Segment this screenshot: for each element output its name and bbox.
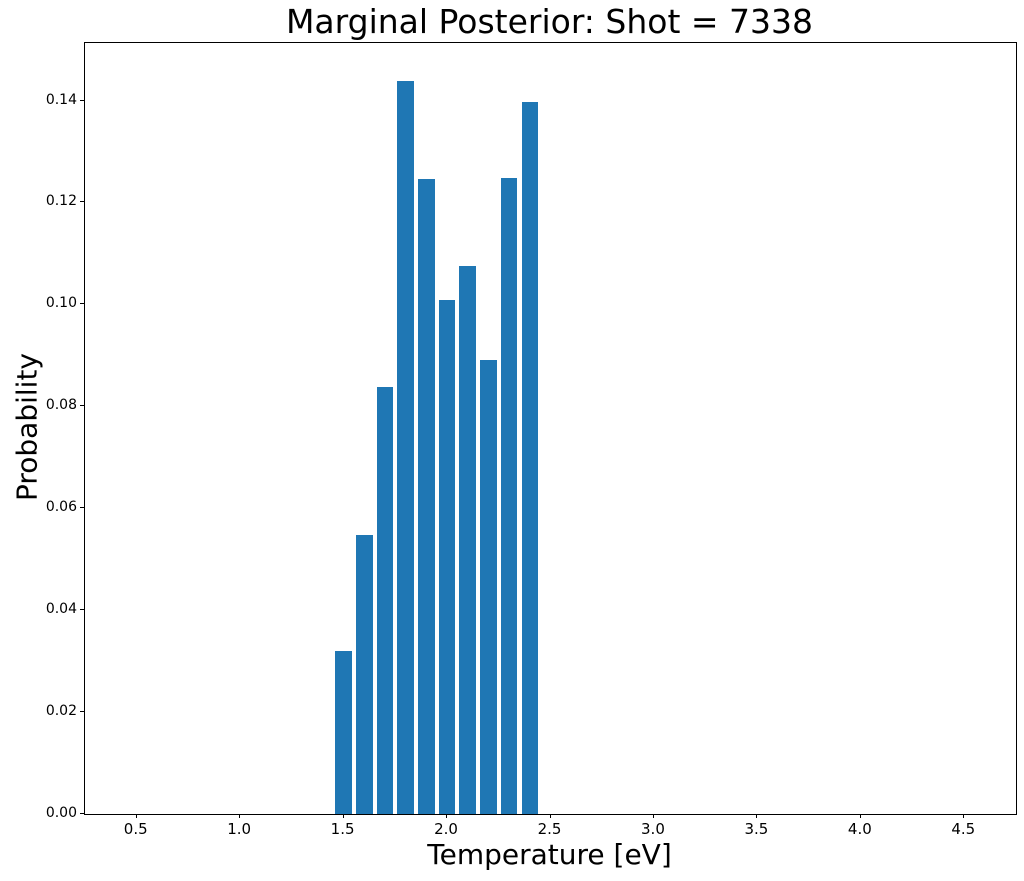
y-axis-label: Probability	[10, 352, 44, 502]
bars-layer	[85, 43, 1016, 814]
y-axis-tick-label: 0.14	[45, 91, 77, 108]
x-axis-tick-mark	[239, 814, 241, 818]
y-axis-tick-label: 0.10	[45, 295, 77, 312]
x-axis-tick-mark	[135, 814, 137, 818]
y-axis-tick-mark	[80, 813, 84, 814]
bar	[500, 178, 518, 814]
y-axis-tick-mark	[80, 609, 84, 611]
x-axis-tick-label: 1.5	[330, 820, 355, 838]
bar	[418, 179, 435, 814]
x-axis-tick-mark	[446, 814, 448, 818]
bar	[356, 534, 373, 814]
y-axis-tick-label: 0.12	[45, 193, 77, 210]
x-axis-tick-label: 3.5	[744, 820, 769, 838]
bar	[335, 650, 352, 814]
x-axis-tick-label: 4.5	[951, 820, 976, 838]
y-axis-tick-mark	[80, 507, 84, 509]
chart-title: Marginal Posterior: Shot = 7338	[285, 2, 814, 41]
y-axis-tick-mark	[80, 201, 84, 203]
x-axis-tick-label: 2.5	[537, 820, 562, 838]
y-axis-tick-label: 0.02	[45, 703, 77, 720]
y-axis-tick-label: 0.06	[45, 499, 77, 516]
y-axis-tick-mark	[80, 405, 84, 407]
x-axis-tick-mark	[549, 814, 551, 818]
x-axis-tick-label: 2.0	[434, 820, 458, 838]
x-axis-tick-mark	[342, 814, 344, 818]
x-axis-tick-mark	[652, 814, 654, 818]
x-axis-tick-label: 4.0	[847, 820, 872, 838]
x-axis-tick-mark	[963, 814, 965, 818]
bar	[459, 266, 477, 814]
bar	[397, 80, 414, 814]
x-axis-tick-mark	[859, 814, 861, 818]
bar	[480, 359, 497, 814]
plot-area	[84, 42, 1017, 815]
y-axis-tick-mark	[80, 99, 84, 101]
y-axis-tick-label: 0.08	[45, 397, 77, 414]
x-axis-tick-label: 1.0	[227, 820, 252, 838]
y-axis-tick-label: 0.04	[45, 601, 77, 618]
x-axis-tick-mark	[756, 814, 758, 818]
bar	[521, 102, 539, 814]
y-axis-tick-mark	[80, 711, 84, 713]
y-axis-tick-mark	[80, 303, 84, 305]
bar	[376, 386, 394, 814]
x-axis-label: Temperature [eV]	[427, 838, 672, 871]
x-axis-tick-label: 3.0	[641, 820, 665, 838]
x-axis-tick-label: 0.5	[123, 820, 148, 838]
y-axis-tick-label: 0.00	[45, 805, 77, 821]
bar	[438, 299, 456, 814]
